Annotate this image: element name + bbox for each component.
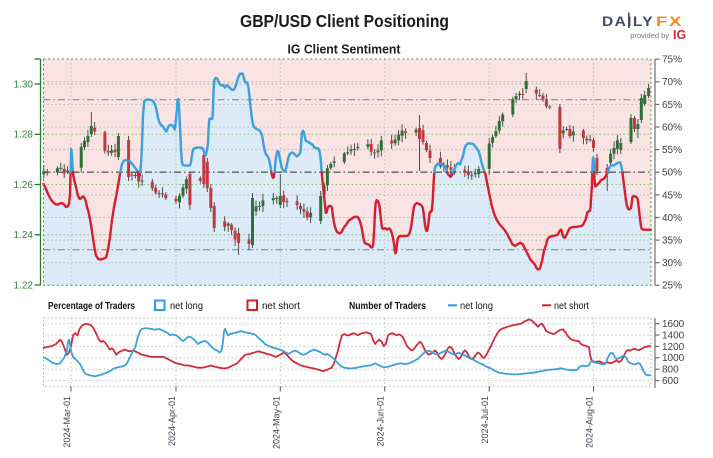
svg-text:1600: 1600 <box>662 319 685 330</box>
svg-text:40%: 40% <box>662 213 682 224</box>
svg-text:2024-Jul-01: 2024-Jul-01 <box>480 396 490 444</box>
svg-text:net short: net short <box>262 301 300 312</box>
svg-text:2024-May-01: 2024-May-01 <box>271 396 281 449</box>
svg-text:30%: 30% <box>662 258 682 269</box>
svg-text:65%: 65% <box>662 100 682 111</box>
svg-text:1000: 1000 <box>662 353 685 364</box>
svg-text:25%: 25% <box>662 281 682 292</box>
svg-text:net short: net short <box>554 301 589 312</box>
svg-text:1.28: 1.28 <box>14 130 34 141</box>
svg-text:2024-Apr-01: 2024-Apr-01 <box>167 396 177 446</box>
svg-text:600: 600 <box>662 376 679 387</box>
svg-text:1.24: 1.24 <box>14 230 34 241</box>
svg-text:55%: 55% <box>662 145 682 156</box>
svg-text:Percentage of Traders: Percentage of Traders <box>48 301 135 312</box>
svg-text:GBP/USD Client Positioning: GBP/USD Client Positioning <box>240 11 449 31</box>
svg-text:1.22: 1.22 <box>14 280 34 291</box>
svg-text:1.26: 1.26 <box>14 180 34 191</box>
svg-text:60%: 60% <box>662 122 682 133</box>
svg-text:DAILY: DAILY <box>602 14 654 29</box>
svg-text:2024-Jun-01: 2024-Jun-01 <box>376 396 386 447</box>
svg-text:35%: 35% <box>662 236 682 247</box>
svg-text:provided by: provided by <box>630 31 669 40</box>
svg-text:1200: 1200 <box>662 342 685 353</box>
svg-text:1400: 1400 <box>662 330 685 341</box>
svg-text:net long: net long <box>170 301 203 312</box>
svg-text:IG Client Sentiment: IG Client Sentiment <box>288 42 402 57</box>
svg-text:75%: 75% <box>662 55 682 66</box>
svg-text:net long: net long <box>460 301 493 312</box>
svg-text:70%: 70% <box>662 77 682 88</box>
svg-text:FX: FX <box>656 14 683 29</box>
svg-text:800: 800 <box>662 365 679 376</box>
svg-text:45%: 45% <box>662 190 682 201</box>
svg-text:IG: IG <box>673 28 686 42</box>
svg-text:1.30: 1.30 <box>14 79 34 90</box>
svg-text:2024-Aug-01: 2024-Aug-01 <box>585 396 595 448</box>
svg-text:Number of Traders: Number of Traders <box>349 301 426 312</box>
svg-text:2024-Mar-01: 2024-Mar-01 <box>62 396 72 448</box>
svg-text:50%: 50% <box>662 168 682 179</box>
